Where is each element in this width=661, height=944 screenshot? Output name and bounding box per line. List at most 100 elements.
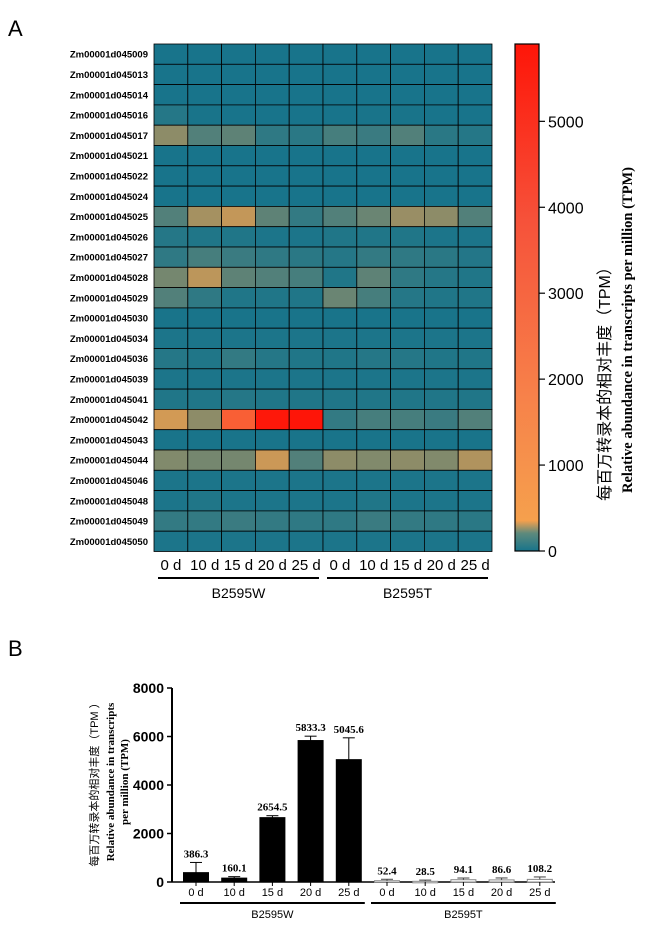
heatmap-cell (423, 510, 459, 532)
heatmap-cell (322, 449, 358, 471)
heatmap-cell (356, 449, 391, 471)
bar-data-label: 52.4 (377, 865, 397, 877)
colorbar-tick-label: 5000 (548, 114, 584, 131)
bar-data-label: 386.3 (184, 848, 209, 860)
heatmap-cell (423, 327, 459, 349)
heatmap-cell (288, 469, 324, 491)
heatmap-cell (187, 510, 223, 532)
heatmap-cell (390, 104, 425, 126)
heatmap-cell (221, 84, 256, 106)
heatmap-cell (322, 43, 358, 65)
heatmap-cell (254, 84, 290, 106)
bar-x-tick-label: 15 d (262, 887, 283, 899)
heatmap-cell (288, 348, 324, 370)
heatmap-cell (322, 368, 358, 390)
heatmap-cell (187, 246, 223, 268)
heatmap-cell (254, 246, 290, 268)
heatmap-cell (187, 124, 223, 146)
bar-ylabel-en-1: Relative abundance in transcripts (105, 702, 117, 861)
heatmap-cell (254, 145, 290, 167)
heatmap-cell (423, 43, 459, 65)
heatmap-cell (153, 307, 189, 329)
heatmap-cell (187, 266, 223, 288)
heatmap-cell (221, 429, 256, 451)
heatmap-cell (356, 246, 391, 268)
heatmap-cell (356, 84, 391, 106)
bar-x-tick-label: 0 d (379, 887, 394, 899)
bar-group-label: B2595T (444, 909, 483, 921)
heatmap-cell (288, 266, 324, 288)
heatmap-cell (153, 530, 189, 552)
heatmap-cell (153, 388, 189, 410)
heatmap-cell (322, 124, 358, 146)
heatmap-row-label: Zm00001d045044 (70, 456, 149, 467)
heatmap-cell (356, 408, 391, 431)
heatmap-cell (153, 287, 189, 309)
bar-data-label: 28.5 (416, 866, 436, 878)
bar (450, 879, 477, 883)
heatmap-cell (423, 287, 459, 309)
heatmap-cell (457, 408, 493, 431)
heatmap-cell (423, 246, 459, 268)
heatmap-cell (254, 327, 290, 349)
bar-ylabel-cn: 每百万转录本的相对丰度（TPM ） (87, 697, 101, 866)
heatmap-cell (423, 205, 459, 228)
bar-y-tick-label: 2000 (133, 826, 164, 842)
heatmap-col-label: 20 d (258, 557, 287, 574)
heatmap-row-label: Zm00001d045028 (70, 273, 148, 284)
heatmap-col-label: 0 d (329, 557, 350, 574)
heatmap-cell (356, 63, 391, 86)
heatmap-cell (221, 348, 256, 370)
heatmap-cell (254, 307, 290, 329)
bar-y-tick-label: 8000 (133, 680, 164, 696)
heatmap-cell (457, 124, 493, 146)
heatmap-row-label: Zm00001d045025 (70, 212, 149, 223)
heatmap-cell (187, 469, 223, 491)
heatmap-cell (254, 469, 290, 491)
bar-x-tick-label: 15 d (453, 887, 474, 899)
heatmap-cell (322, 388, 358, 410)
heatmap-cell (322, 510, 358, 532)
heatmap-cell (322, 266, 358, 288)
heatmap-cell (322, 84, 358, 106)
heatmap-row-label: Zm00001d045036 (70, 354, 148, 365)
heatmap-cell (457, 63, 493, 86)
heatmap-cell (153, 266, 189, 288)
heatmap-cell (457, 246, 493, 268)
heatmap-cell (390, 368, 425, 390)
heatmap-row-label: Zm00001d045050 (70, 537, 148, 548)
heatmap-row-label: Zm00001d045048 (70, 496, 148, 507)
heatmap-cell (457, 449, 493, 471)
heatmap-cell (288, 490, 324, 512)
heatmap-cell (221, 307, 256, 329)
heatmap-cell (423, 307, 459, 329)
bar (259, 817, 286, 883)
heatmap-cell (288, 185, 324, 207)
heatmap-cell (288, 408, 324, 431)
heatmap-cell (254, 510, 290, 532)
heatmap-cell (187, 84, 223, 106)
bar-chart: 每百万转录本的相对丰度（TPM ） Relative abundance in … (87, 680, 556, 921)
heatmap-row-label: Zm00001d045027 (70, 253, 148, 264)
heatmap-row-label: Zm00001d045009 (70, 50, 148, 61)
panel-a-letter: A (8, 16, 23, 41)
heatmap-cell (423, 368, 459, 390)
bar-ylabel-en-2: per million (TPM) (119, 739, 131, 825)
colorbar-title-en: Relative abundance in transcripts per mi… (620, 167, 636, 493)
heatmap-cell (457, 43, 493, 65)
heatmap-cell (322, 226, 358, 248)
colorbar (514, 43, 540, 552)
heatmap-cell (221, 185, 256, 207)
bar (221, 877, 248, 883)
heatmap-cell (288, 429, 324, 451)
bar-data-label: 94.1 (454, 864, 473, 876)
heatmap-cell (423, 165, 459, 187)
heatmap-cell (457, 510, 493, 532)
heatmap-cell (187, 449, 223, 471)
heatmap-cell (221, 368, 256, 390)
heatmap-cell (254, 408, 290, 431)
heatmap-cell (153, 510, 189, 532)
heatmap-cell (221, 530, 256, 552)
heatmap-cell (457, 287, 493, 309)
heatmap-cell (356, 266, 391, 288)
